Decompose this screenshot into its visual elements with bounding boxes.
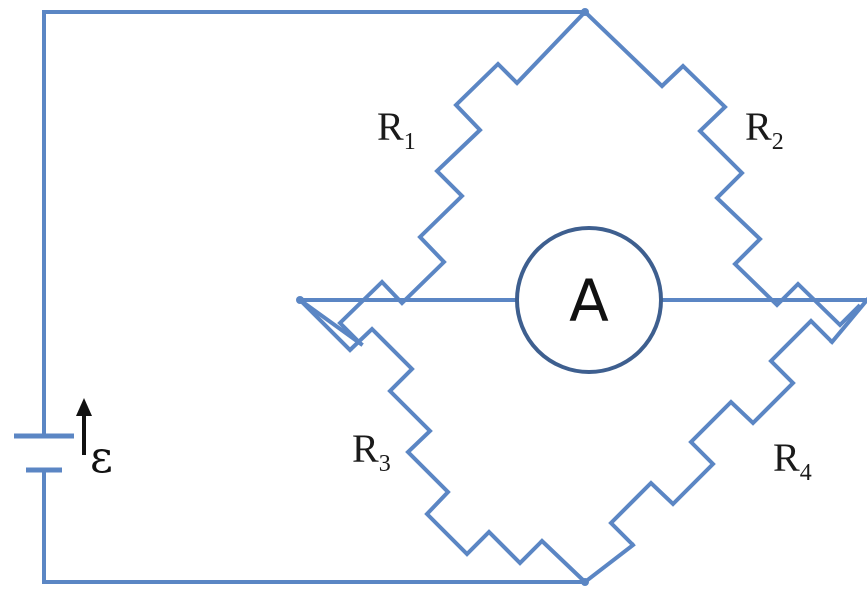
- label-r4-subscript: 4: [800, 460, 812, 486]
- emf-label: ε: [90, 432, 113, 483]
- label-r4: R4: [773, 435, 812, 486]
- label-r2-subscript: 2: [772, 129, 784, 155]
- r2-lead-top: [582, 9, 665, 89]
- resistor-r4: [608, 318, 834, 547]
- resistor-r2: [660, 63, 862, 328]
- ammeter-letter: A: [569, 267, 609, 335]
- label-r3-symbol: R: [352, 426, 379, 471]
- label-r3-subscript: 3: [379, 451, 391, 477]
- label-r2: R2: [745, 104, 784, 155]
- label-r1: R1: [377, 104, 416, 155]
- label-r2-symbol: R: [745, 104, 772, 149]
- r3-lead-bottom: [539, 538, 588, 585]
- resistor-r1: [337, 61, 519, 346]
- node-bottom: [581, 578, 589, 586]
- r4-lead-bottom: [582, 542, 636, 585]
- node-top: [581, 8, 589, 16]
- emf-arrow-icon: [76, 398, 92, 455]
- label-r3: R3: [352, 426, 391, 477]
- r1-lead-top: [514, 9, 588, 86]
- r1-lead-bottom: [297, 297, 364, 347]
- r4-lead-right: [829, 297, 867, 345]
- node-left: [296, 296, 304, 304]
- label-r1-symbol: R: [377, 104, 404, 149]
- label-r1-subscript: 1: [404, 129, 416, 155]
- label-r4-symbol: R: [773, 435, 800, 480]
- resistor-r3: [348, 326, 544, 566]
- ammeter-ring: [515, 226, 663, 374]
- ammeter: A: [515, 226, 663, 374]
- r3-lead-left: [297, 297, 353, 353]
